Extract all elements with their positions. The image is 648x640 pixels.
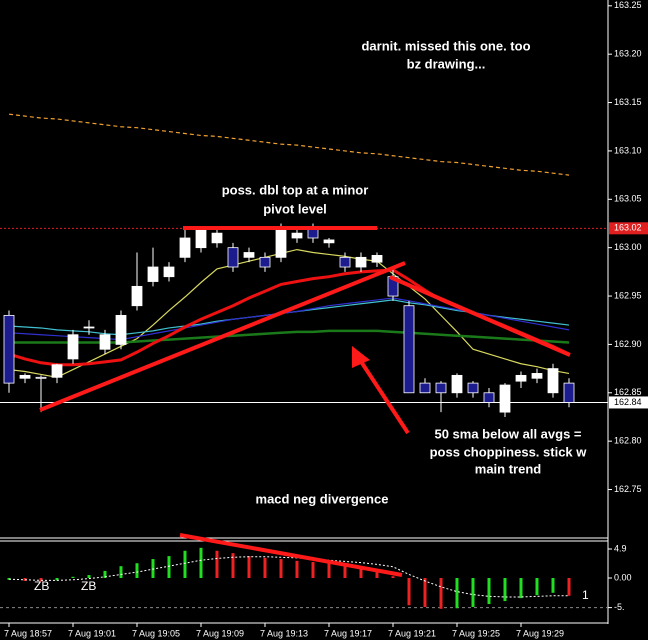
candle-body bbox=[19, 374, 31, 379]
candle-body bbox=[275, 227, 287, 258]
y-tick-label: 163.15 bbox=[614, 97, 642, 107]
x-tick-label: 7 Aug 18:57 bbox=[4, 628, 52, 638]
candle-body bbox=[163, 266, 175, 278]
candle-body bbox=[3, 314, 15, 384]
annotation: main trend bbox=[475, 461, 542, 476]
y-tick-label: 163.10 bbox=[614, 145, 642, 155]
y-tick-label: 162.75 bbox=[614, 484, 642, 494]
candle-body bbox=[291, 232, 303, 239]
candle-body bbox=[499, 384, 511, 413]
annotation: macd neg divergence bbox=[256, 491, 389, 506]
candle-body bbox=[131, 285, 143, 307]
candle-body bbox=[339, 256, 351, 268]
macd-label: ZB bbox=[81, 579, 96, 593]
candle-body bbox=[51, 364, 63, 378]
x-tick-label: 7 Aug 19:13 bbox=[260, 628, 308, 638]
candle-body bbox=[355, 256, 367, 268]
x-tick-label: 7 Aug 19:25 bbox=[452, 628, 500, 638]
x-tick-label: 7 Aug 19:17 bbox=[324, 628, 372, 638]
y-tick-label: 162.95 bbox=[614, 290, 642, 300]
candle-body bbox=[243, 252, 255, 258]
x-tick-label: 7 Aug 19:01 bbox=[68, 628, 116, 638]
arrow bbox=[358, 358, 410, 435]
candle-body bbox=[35, 376, 47, 379]
arrow-head bbox=[352, 346, 370, 368]
y-tick-label: 162.80 bbox=[614, 436, 642, 446]
candle-body bbox=[403, 305, 415, 394]
annotation: darnit. missed this one. too bbox=[361, 38, 530, 53]
y-tick-label: -5. bbox=[614, 602, 625, 612]
candle-body bbox=[115, 314, 127, 345]
candle-body bbox=[419, 382, 431, 394]
annotation: 50 sma below all avgs = bbox=[434, 426, 581, 441]
drawn-line bbox=[179, 533, 403, 577]
moving-average bbox=[8, 248, 570, 378]
candle-body bbox=[451, 374, 463, 394]
candle-body bbox=[99, 334, 111, 350]
signal-line bbox=[8, 556, 569, 598]
candle-body bbox=[211, 232, 223, 244]
y-tick-label: 162.90 bbox=[614, 339, 642, 349]
candle-body bbox=[227, 247, 239, 268]
x-tick-label: 7 Aug 19:05 bbox=[132, 628, 180, 638]
candle-body bbox=[195, 227, 207, 249]
x-tick-label: 7 Aug 19:09 bbox=[196, 628, 244, 638]
candle-body bbox=[531, 373, 543, 379]
annotation: pivot level bbox=[263, 201, 327, 216]
price-tag-label: 163.02 bbox=[614, 223, 642, 233]
x-tick-label: 7 Aug 19:21 bbox=[388, 628, 436, 638]
candle-body bbox=[83, 326, 95, 329]
y-tick-label: 163.25 bbox=[614, 0, 642, 10]
candle-body bbox=[67, 334, 79, 360]
drawn-line bbox=[39, 261, 406, 412]
price-tag bbox=[609, 222, 648, 235]
macd-label: ZB bbox=[34, 579, 49, 593]
moving-average bbox=[8, 113, 570, 176]
candle-body bbox=[371, 255, 383, 263]
annotation: bz drawing... bbox=[407, 56, 486, 71]
price-tag bbox=[609, 396, 648, 409]
y-tick-label: 163.00 bbox=[614, 242, 642, 252]
x-tick-label: 7 Aug 19:29 bbox=[516, 628, 564, 638]
y-tick-label: 4.9 bbox=[614, 543, 627, 553]
candle-body bbox=[563, 382, 575, 403]
y-tick-label: 162.85 bbox=[614, 387, 642, 397]
candle-body bbox=[435, 382, 447, 394]
candle-body bbox=[483, 392, 495, 403]
candle-body bbox=[259, 256, 271, 268]
candle-body bbox=[547, 368, 559, 394]
candle-body bbox=[515, 374, 527, 382]
y-tick-label: 163.20 bbox=[614, 49, 642, 59]
drawn-line bbox=[389, 275, 571, 357]
candle-body bbox=[147, 266, 159, 282]
candle-body bbox=[323, 239, 335, 244]
candle-body bbox=[467, 382, 479, 394]
y-tick-label: 163.05 bbox=[614, 194, 642, 204]
candle-body bbox=[179, 237, 191, 258]
macd-label: 1 bbox=[582, 588, 589, 602]
annotation: poss. dbl top at a minor bbox=[222, 182, 369, 197]
annotation: poss choppiness. stick w bbox=[430, 444, 588, 459]
price-tag-label: 162.84 bbox=[614, 397, 642, 407]
y-tick-label: 0.00 bbox=[614, 572, 632, 582]
